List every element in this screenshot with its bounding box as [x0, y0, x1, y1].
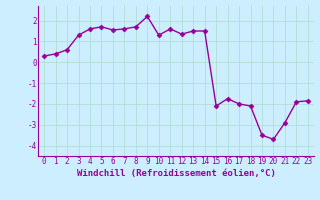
X-axis label: Windchill (Refroidissement éolien,°C): Windchill (Refroidissement éolien,°C): [76, 169, 276, 178]
